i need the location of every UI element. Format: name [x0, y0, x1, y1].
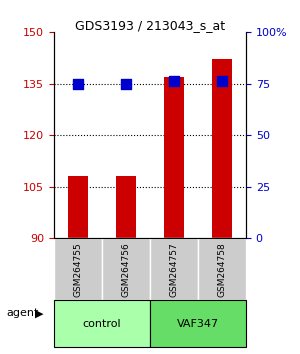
Text: VAF347: VAF347	[177, 319, 219, 329]
FancyBboxPatch shape	[54, 301, 150, 347]
Point	[172, 79, 176, 84]
Point	[124, 81, 128, 86]
FancyBboxPatch shape	[198, 239, 246, 301]
FancyBboxPatch shape	[150, 301, 246, 347]
Text: GDS3193 / 213043_s_at: GDS3193 / 213043_s_at	[75, 19, 225, 33]
Bar	[212, 59, 232, 239]
Bar	[116, 177, 136, 239]
FancyBboxPatch shape	[150, 239, 198, 301]
Text: GSM264757: GSM264757	[169, 242, 178, 297]
FancyBboxPatch shape	[54, 239, 102, 301]
Point	[76, 81, 80, 86]
FancyBboxPatch shape	[102, 239, 150, 301]
Text: agent: agent	[6, 308, 38, 318]
Text: control: control	[83, 319, 121, 329]
Text: GSM264758: GSM264758	[218, 242, 226, 297]
Bar	[68, 177, 88, 239]
Text: ▶: ▶	[34, 308, 43, 318]
Bar	[164, 76, 184, 239]
Text: GSM264756: GSM264756	[122, 242, 130, 297]
Point	[220, 79, 224, 84]
Text: GSM264755: GSM264755	[74, 242, 82, 297]
